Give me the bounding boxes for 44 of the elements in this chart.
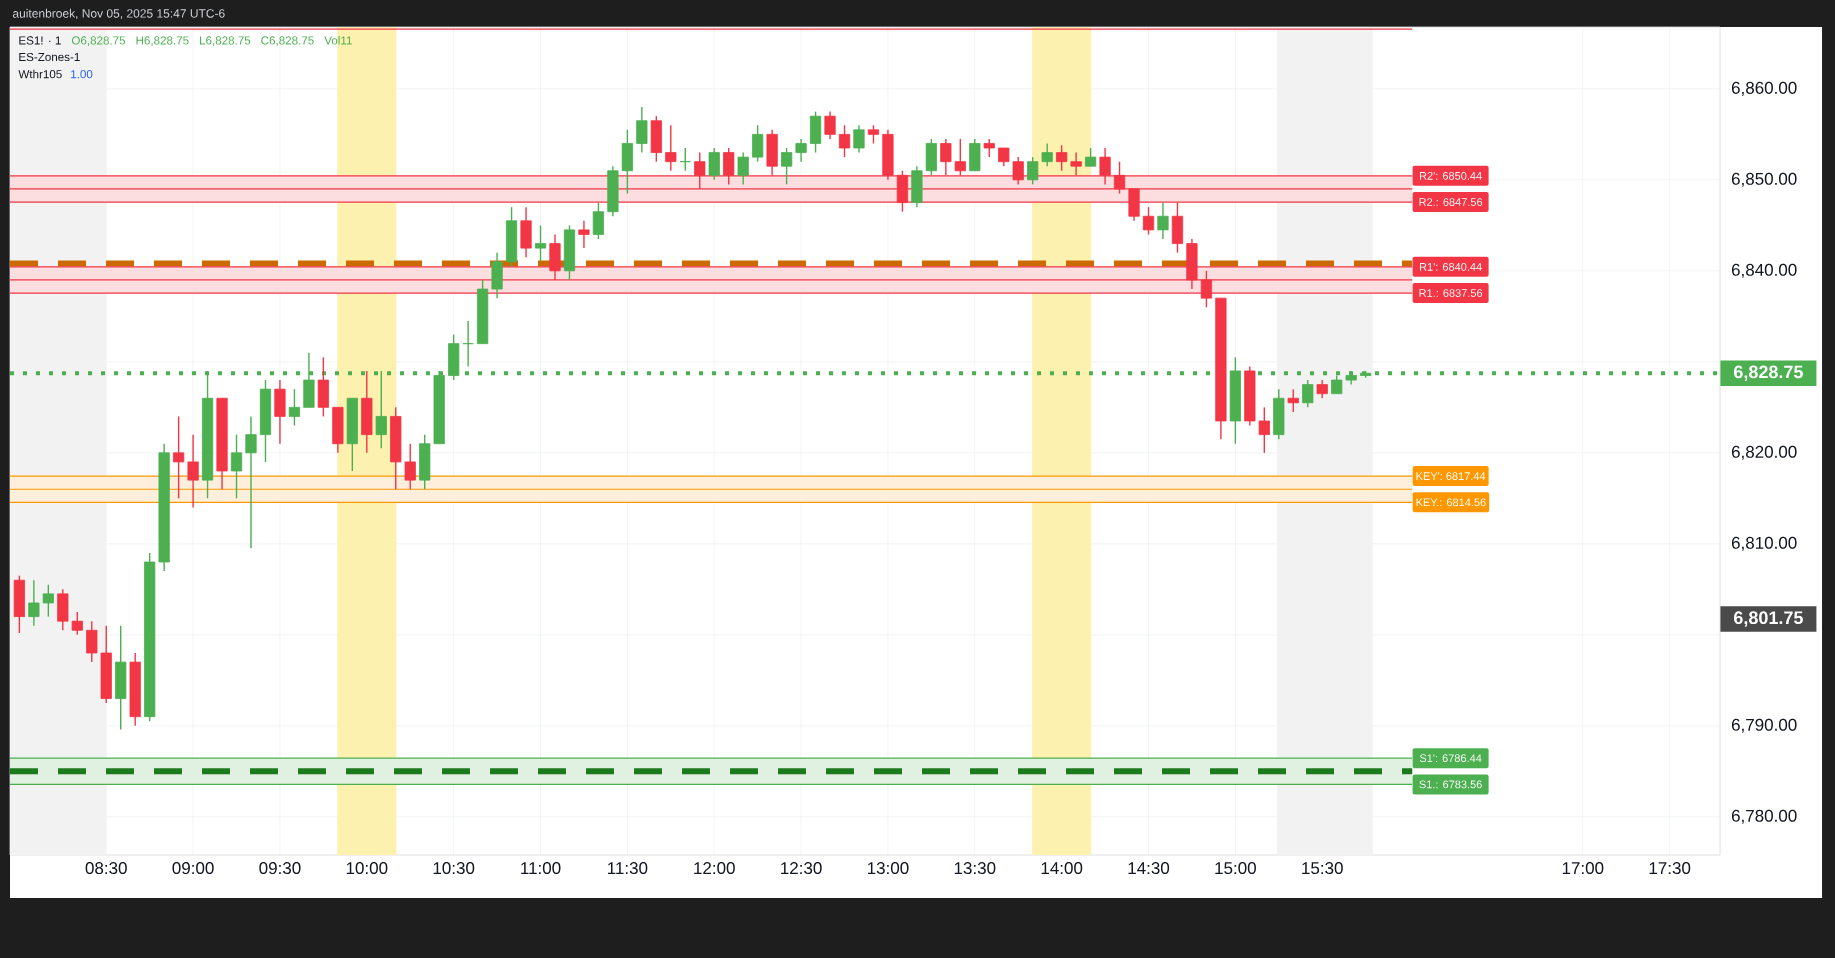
x-tick-label: 15:30 — [1302, 862, 1343, 875]
x-tick-label: 17:00 — [1562, 862, 1604, 875]
ref-line-label: S1.: 6783.56 — [1419, 780, 1482, 789]
annotation: Vol11 — [324, 36, 352, 45]
ref-line-label: KEY.: 6814.56 — [1416, 498, 1486, 507]
x-tick-label: 10:30 — [433, 862, 475, 875]
text: ES1! · 1 — [19, 36, 61, 45]
x-tick-label: 09:30 — [259, 862, 301, 875]
ref-line-label: R2.: 6847.56 — [1419, 198, 1483, 206]
annotation: O6,828.75 — [71, 36, 126, 46]
ref-line-label: R2': 6850.44 — [1420, 171, 1482, 180]
ref-line-label: R1': 6840.44 — [1420, 262, 1482, 271]
annotation: C6,828.75 — [261, 36, 314, 46]
y-tick-label: 6,840.00 — [1731, 263, 1797, 278]
x-tick-label: 12:00 — [694, 862, 735, 875]
x-tick-label: 10:00 — [346, 862, 388, 875]
text: 6,801.75 — [1734, 611, 1803, 627]
x-tick-label: 09:00 — [172, 862, 214, 875]
y-tick-label: 6,860.00 — [1731, 81, 1797, 96]
annotation: H6,828.75 — [136, 36, 189, 46]
annotation: Wthr105 — [18, 69, 62, 79]
x-tick-label: 14:00 — [1041, 862, 1083, 875]
y-tick-label: 6,850.00 — [1731, 172, 1797, 187]
annotation: 1.00 — [71, 70, 93, 79]
x-tick-label: 12:30 — [781, 862, 822, 875]
y-tick-label: 6,820.00 — [1731, 445, 1797, 460]
ref-line-label: KEY': 6817.44 — [1416, 472, 1486, 480]
x-tick-label: 08:30 — [85, 862, 127, 875]
y-tick-label: 6,790.00 — [1731, 718, 1797, 733]
ref-line-label: S1': 6786.44 — [1419, 754, 1482, 763]
ref-line-label: 6,828.75 — [1734, 365, 1803, 381]
annotation: L6,828.75 — [200, 36, 251, 46]
x-tick-label: 14:30 — [1128, 862, 1170, 875]
y-tick-label: 6,810.00 — [1731, 536, 1797, 551]
x-tick-label: 11:30 — [608, 862, 648, 875]
x-tick-label: 17:30 — [1649, 862, 1691, 875]
x-tick-label: 13:00 — [867, 862, 909, 875]
ref-line-label: R1.: 6837.56 — [1419, 289, 1483, 297]
x-tick-label: 13:30 — [954, 862, 996, 875]
x-tick-label: 15:00 — [1215, 862, 1256, 875]
annotation: ES-Zones-1 — [19, 52, 80, 62]
text: auitenbroek, Nov 05, 2025 15:47 UTC-6 — [12, 8, 225, 20]
y-tick-label: 6,780.00 — [1731, 809, 1797, 824]
x-tick-label: 11:00 — [521, 862, 561, 875]
